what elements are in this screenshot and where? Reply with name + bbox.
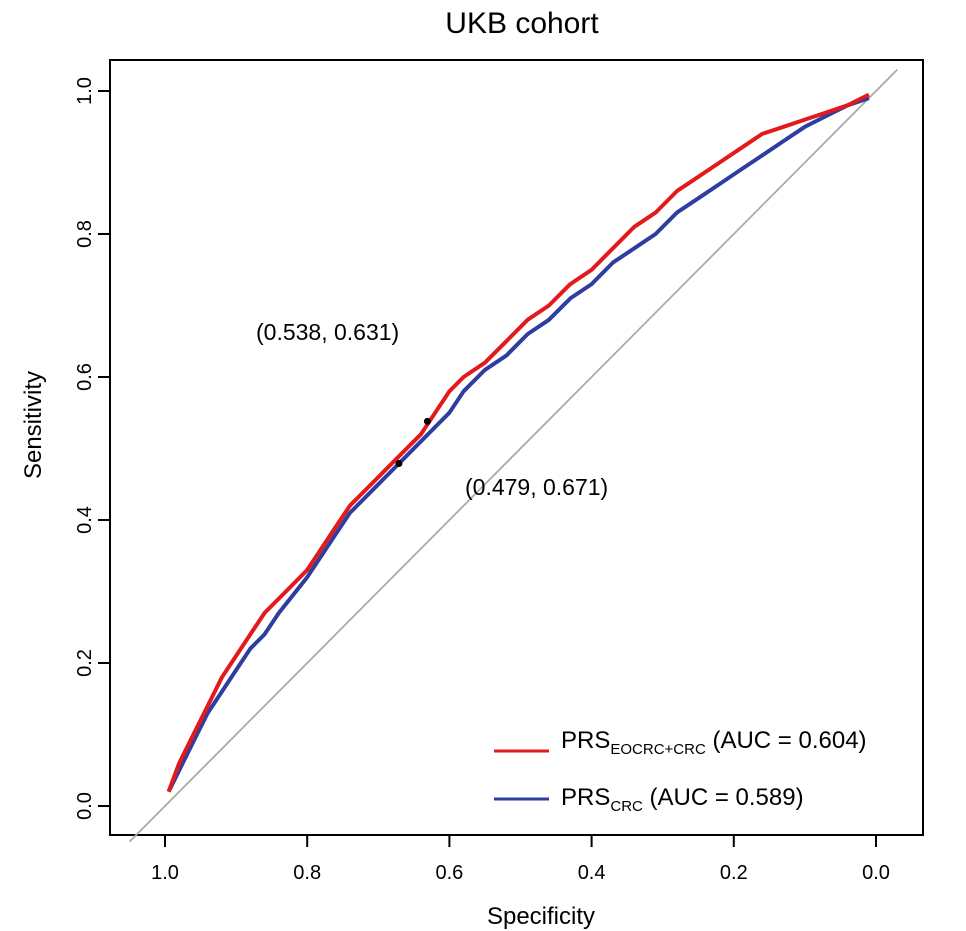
legend-entry: PRSCRC (AUC = 0.589): [561, 784, 804, 815]
x-tick-label: 1.0: [151, 862, 179, 884]
threshold-point-1: [423, 417, 431, 425]
legend: PRSEOCRC+CRC (AUC = 0.604) PRSCRC (AUC = …: [494, 727, 867, 815]
reference-diagonal-line: [128, 68, 898, 843]
x-tick-label: 0.6: [435, 862, 463, 884]
x-axis-label: Specificity: [487, 903, 595, 930]
chart-title: UKB cohort: [445, 7, 599, 40]
annotation-label-1: (0.538, 0.631): [256, 319, 399, 345]
x-tick-label: 0.2: [720, 862, 748, 884]
y-tick-label: 0.8: [74, 220, 96, 248]
y-axis-label: Sensitivity: [20, 371, 47, 479]
series-line-prs-crc: [166, 96, 870, 793]
y-tick-label: 0.6: [74, 363, 96, 391]
y-tick-label: 0.2: [74, 649, 96, 677]
x-tick-label: 0.0: [862, 862, 890, 884]
x-tick-label: 0.8: [293, 862, 321, 884]
x-tick-label: 0.4: [578, 862, 606, 884]
y-tick-label: 0.0: [74, 792, 96, 820]
plot-frame: [109, 59, 924, 836]
annotation-label-2: (0.479, 0.671): [465, 474, 608, 500]
threshold-point-2: [395, 460, 403, 468]
plot-area: [128, 68, 898, 843]
legend-entry: PRSEOCRC+CRC (AUC = 0.604): [561, 727, 867, 758]
series-line-prs-eocrc-crc: [166, 92, 870, 793]
y-tick-label: 1.0: [74, 77, 96, 105]
y-tick-label: 0.4: [74, 506, 96, 534]
x-axis: 1.0 0.8 0.6 0.4 0.2 0.0: [151, 834, 890, 884]
y-axis: 0.0 0.2 0.4 0.6 0.8 1.0: [74, 77, 111, 820]
